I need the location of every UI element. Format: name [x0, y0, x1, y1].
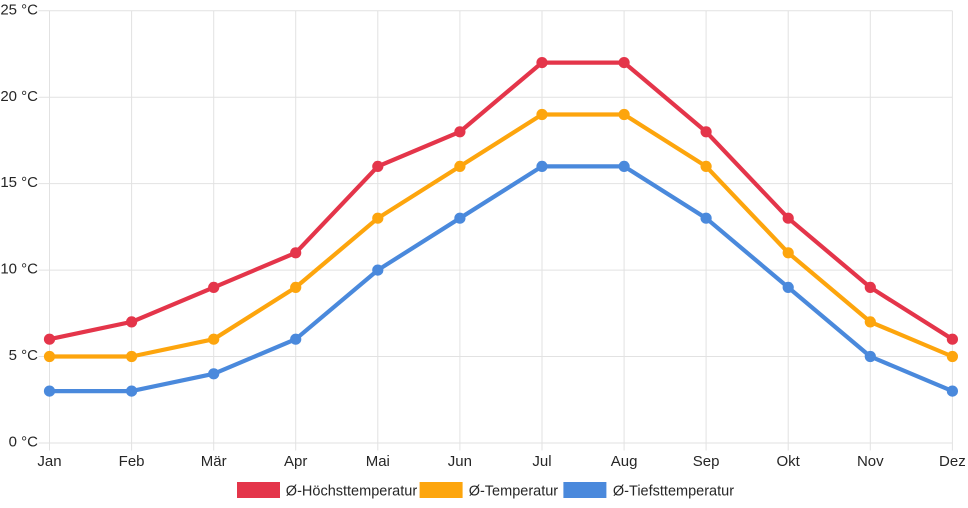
- svg-text:Ø-Höchsttemperatur: Ø-Höchsttemperatur: [286, 483, 418, 499]
- svg-text:Nov: Nov: [857, 453, 884, 470]
- svg-text:20 °C: 20 °C: [0, 88, 38, 105]
- svg-text:Ø-Tiefsttemperatur: Ø-Tiefsttemperatur: [613, 483, 734, 499]
- svg-text:Mär: Mär: [201, 453, 227, 470]
- svg-text:10 °C: 10 °C: [0, 261, 38, 278]
- svg-text:15 °C: 15 °C: [0, 174, 38, 191]
- svg-text:5 °C: 5 °C: [9, 347, 39, 364]
- svg-text:Aug: Aug: [611, 453, 638, 470]
- svg-text:0 °C: 0 °C: [9, 434, 39, 451]
- svg-text:Apr: Apr: [284, 453, 307, 470]
- svg-text:Mai: Mai: [366, 453, 390, 470]
- svg-text:Jun: Jun: [448, 453, 472, 470]
- svg-text:Dez: Dez: [939, 453, 966, 470]
- svg-text:25 °C: 25 °C: [0, 1, 38, 18]
- svg-text:Sep: Sep: [693, 453, 720, 470]
- svg-text:Jan: Jan: [37, 453, 61, 470]
- svg-text:Feb: Feb: [119, 453, 145, 470]
- svg-text:Ø-Temperatur: Ø-Temperatur: [469, 483, 559, 499]
- svg-text:Jul: Jul: [532, 453, 551, 470]
- svg-text:Okt: Okt: [777, 453, 801, 470]
